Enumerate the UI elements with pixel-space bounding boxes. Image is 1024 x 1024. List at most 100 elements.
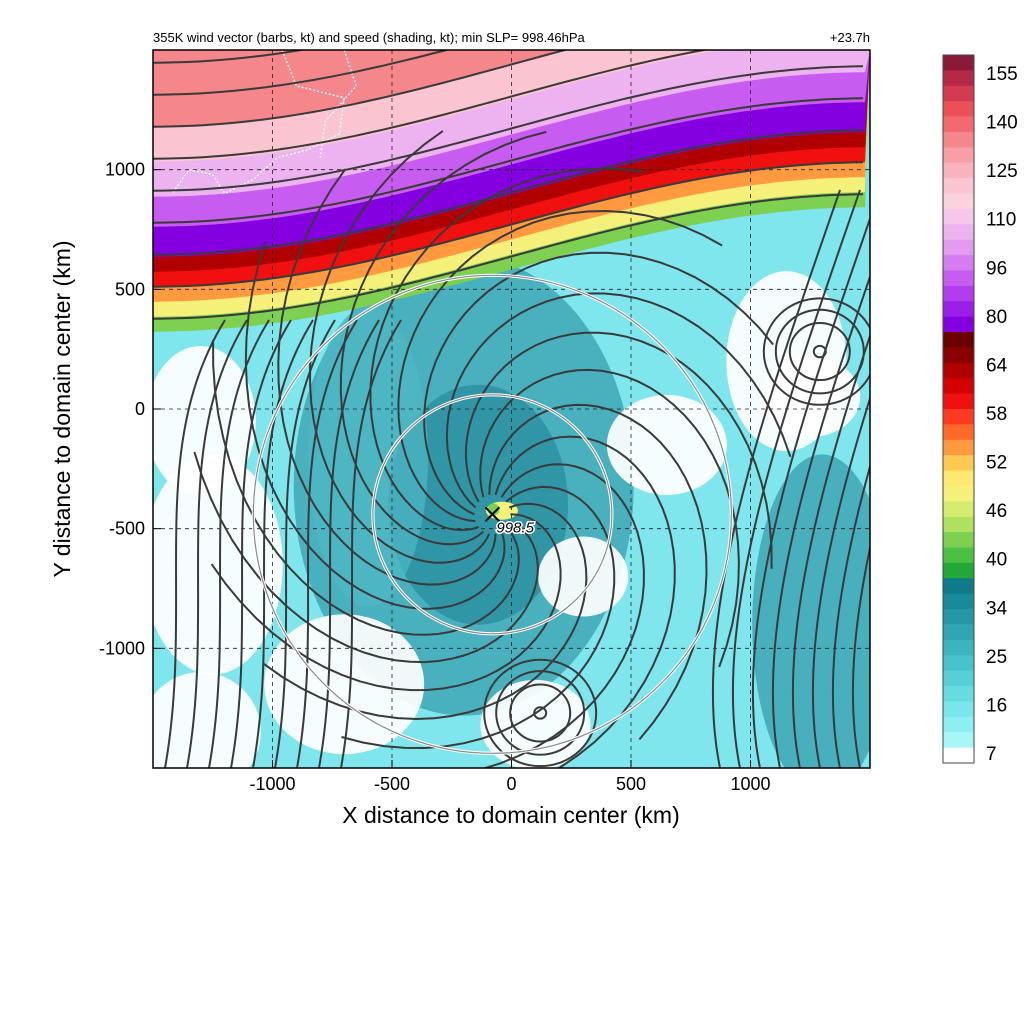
colorbar-segment [943,178,974,195]
colorbar-segment [943,716,974,733]
streamline [153,50,451,96]
colorbar-segment [943,455,974,472]
colorbar-segment [943,609,974,625]
colorbar-frame [942,54,975,764]
streamline [230,319,292,768]
colorbar-segment [943,393,974,410]
streamline [731,189,861,768]
y-tick-label: 1000 [105,160,145,180]
jet-stream-bands [153,50,870,520]
streamline [479,368,740,668]
x-axis-label: X distance to domain center (km) [342,802,679,828]
colorbar-segment [943,239,974,256]
colorbar-segment [943,439,974,456]
shade-calm-patch [153,672,261,768]
colorbar-segment [943,101,974,118]
y-tick-label: -1000 [99,638,145,658]
colorbar-label: 58 [986,404,1007,425]
streamline [193,451,539,664]
colorbar-segment [943,224,974,241]
streamline [274,319,336,768]
colorbar-segment [943,162,974,179]
chart-title: 355K wind vector (barbs, kt) and speed (… [153,30,586,45]
colorbar-label: 64 [986,355,1008,376]
plot-area: 998.5 [153,0,870,768]
colorbar-segment [943,747,974,764]
streamline [153,50,308,64]
colorbar: 155 140 125 110 96 80 64 58 52 46 40 34 25 16 7 [942,54,1018,765]
colorbar-segment [943,116,974,133]
x-tick-label: 500 [616,774,646,794]
streamline [339,130,547,546]
shade-west-teal [308,306,429,607]
streamline [494,435,676,768]
colorbar-segment [943,147,974,164]
colorbar-segment [943,193,974,210]
colorbar-segment [943,624,974,641]
colorbar-segment [943,316,974,333]
shade-calm-patch [480,679,591,768]
colorbar-segment [943,55,974,71]
colorbar-segment [943,578,974,595]
y-tick-label: -500 [109,519,145,539]
colorbar-segment [943,362,974,379]
colorbar-segment [943,301,974,318]
streamline [153,0,863,31]
anticyclone-loop [812,344,827,359]
streamline [186,319,248,768]
streamline [153,129,864,256]
streamline [262,502,588,721]
colorbar-segment [943,85,974,102]
colorbar-segment [943,593,974,610]
streamline [318,319,380,768]
streamline [164,319,226,768]
colorbar-label: 40 [986,550,1007,571]
radius-circle [252,274,732,754]
streamline [791,332,870,768]
colorbar-label: 155 [986,64,1018,85]
shade-storm-core [388,384,569,625]
streamlines [153,0,870,768]
colorbar-segment [943,501,974,518]
time-label: +23.7h [830,30,870,45]
colorbar-segment [943,701,974,718]
colorbar-segment [943,347,974,364]
shade-east-teal [752,454,870,768]
storm-center: 998.5 [484,506,536,538]
coastline [171,50,357,195]
colorbar-segment [943,255,974,271]
streamline [309,130,491,564]
streamline [340,319,402,768]
streamline [464,331,773,569]
colorbar-label: 140 [986,113,1018,134]
shade-calm-patch [606,394,727,495]
x-axis-ticks: -1000 -500 0 500 1000 [249,760,771,794]
colorbar-segment [943,670,974,687]
colorbar-segment [943,378,974,395]
x-tick-label: 0 [506,774,516,794]
anticyclone-loop [788,322,851,382]
streamline [488,403,708,741]
colorbar-segment [943,732,974,749]
colorbar-segment [943,285,974,302]
colorbar-segment [943,409,974,425]
colorbar-label: 16 [986,695,1007,716]
anticyclone-loop [533,706,548,720]
colorbar-segment [943,686,974,702]
colorbar-segment [943,562,974,579]
colorbar-label: 80 [986,307,1007,328]
y-tick-label: 0 [135,399,145,419]
min-slp-marker [484,506,501,523]
streamline [423,251,774,516]
colorbar-label: 125 [986,161,1018,182]
colorbar-segment [943,532,974,549]
colorbar-segment [943,424,974,441]
streamline [208,319,270,768]
streamline [252,319,314,768]
colorbar-segment [943,516,974,533]
streamline [153,97,864,224]
colorbar-label: 52 [986,453,1007,474]
streamline [153,50,710,160]
streamline [481,463,645,768]
